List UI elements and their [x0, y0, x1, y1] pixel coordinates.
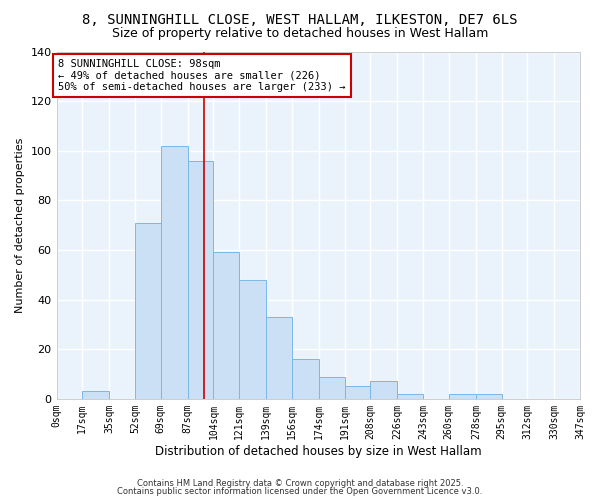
Bar — [476, 394, 502, 399]
Text: Size of property relative to detached houses in West Hallam: Size of property relative to detached ho… — [112, 28, 488, 40]
Text: 8 SUNNINGHILL CLOSE: 98sqm
← 49% of detached houses are smaller (226)
50% of sem: 8 SUNNINGHILL CLOSE: 98sqm ← 49% of deta… — [58, 59, 346, 92]
Bar — [82, 392, 109, 399]
Y-axis label: Number of detached properties: Number of detached properties — [15, 138, 25, 313]
Bar — [370, 382, 397, 399]
Text: Contains HM Land Registry data © Crown copyright and database right 2025.: Contains HM Land Registry data © Crown c… — [137, 478, 463, 488]
Bar — [397, 394, 423, 399]
Bar — [292, 359, 319, 399]
Bar — [161, 146, 188, 399]
Bar — [266, 317, 292, 399]
Bar — [449, 394, 476, 399]
Bar — [344, 386, 370, 399]
Bar — [188, 160, 214, 399]
Bar — [135, 222, 161, 399]
Text: 8, SUNNINGHILL CLOSE, WEST HALLAM, ILKESTON, DE7 6LS: 8, SUNNINGHILL CLOSE, WEST HALLAM, ILKES… — [82, 12, 518, 26]
Bar — [239, 280, 266, 399]
Bar — [319, 376, 344, 399]
Bar — [214, 252, 239, 399]
X-axis label: Distribution of detached houses by size in West Hallam: Distribution of detached houses by size … — [155, 444, 482, 458]
Text: Contains public sector information licensed under the Open Government Licence v3: Contains public sector information licen… — [118, 487, 482, 496]
